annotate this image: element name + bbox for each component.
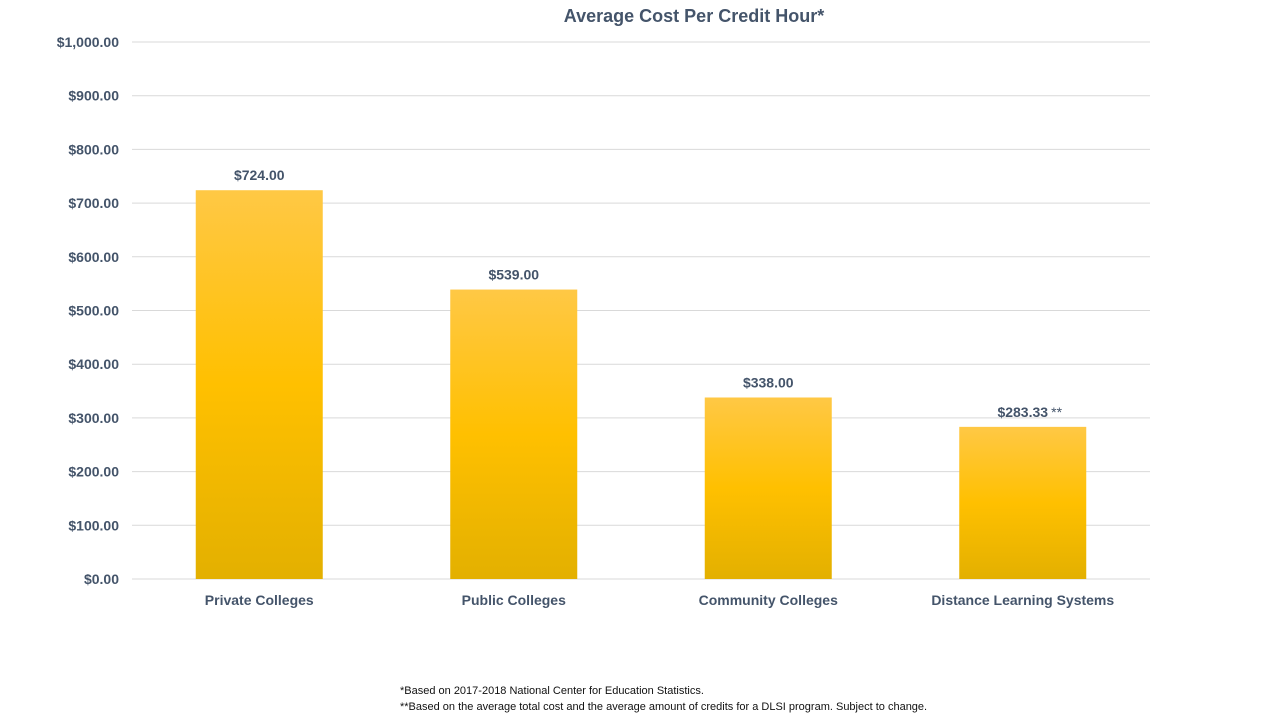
y-tick-label: $1,000.00 bbox=[57, 34, 119, 50]
x-axis-ticks: Private Colleges Public Colleges Community… bbox=[205, 592, 1115, 608]
y-tick-label: $300.00 bbox=[68, 410, 119, 426]
y-tick-label: $100.00 bbox=[68, 517, 119, 533]
data-label: $338.00 bbox=[743, 374, 794, 390]
y-tick-label: $900.00 bbox=[68, 88, 119, 104]
data-label-suffix: ** bbox=[1051, 404, 1062, 420]
data-label: $724.00 bbox=[234, 167, 285, 183]
footnote-2: **Based on the average total cost and th… bbox=[400, 701, 928, 713]
bars bbox=[195, 190, 1087, 579]
chart-title: Average Cost Per Credit Hour* bbox=[564, 6, 824, 26]
bar bbox=[450, 289, 578, 579]
bar bbox=[195, 190, 323, 579]
footnote-1: *Based on 2017-2018 National Center for … bbox=[400, 685, 704, 697]
bar bbox=[704, 397, 832, 579]
y-tick-label: $700.00 bbox=[68, 195, 119, 211]
x-tick-label: Public Colleges bbox=[462, 592, 566, 608]
x-tick-label: Community Colleges bbox=[699, 592, 838, 608]
data-label: $539.00 bbox=[488, 267, 539, 283]
data-label: $283.33 bbox=[997, 404, 1048, 420]
bar-chart: Average Cost Per Credit Hour* $0.00 $100.… bbox=[57, 6, 1150, 608]
data-labels: $724.00 $539.00 $338.00 $283.33 ** bbox=[234, 167, 1063, 420]
y-tick-label: $600.00 bbox=[68, 249, 119, 265]
x-tick-label: Distance Learning Systems bbox=[931, 592, 1114, 608]
y-tick-label: $500.00 bbox=[68, 303, 119, 319]
bar bbox=[959, 426, 1087, 579]
y-tick-label: $800.00 bbox=[68, 141, 119, 157]
y-tick-label: $200.00 bbox=[68, 464, 119, 480]
y-tick-label: $400.00 bbox=[68, 356, 119, 372]
y-axis-ticks: $0.00 $100.00 $200.00 $300.00 $400.00 $500.00… bbox=[57, 34, 120, 587]
x-tick-label: Private Colleges bbox=[205, 592, 314, 608]
footnotes: *Based on 2017-2018 National Center for … bbox=[400, 683, 927, 715]
y-tick-label: $0.00 bbox=[84, 571, 119, 587]
